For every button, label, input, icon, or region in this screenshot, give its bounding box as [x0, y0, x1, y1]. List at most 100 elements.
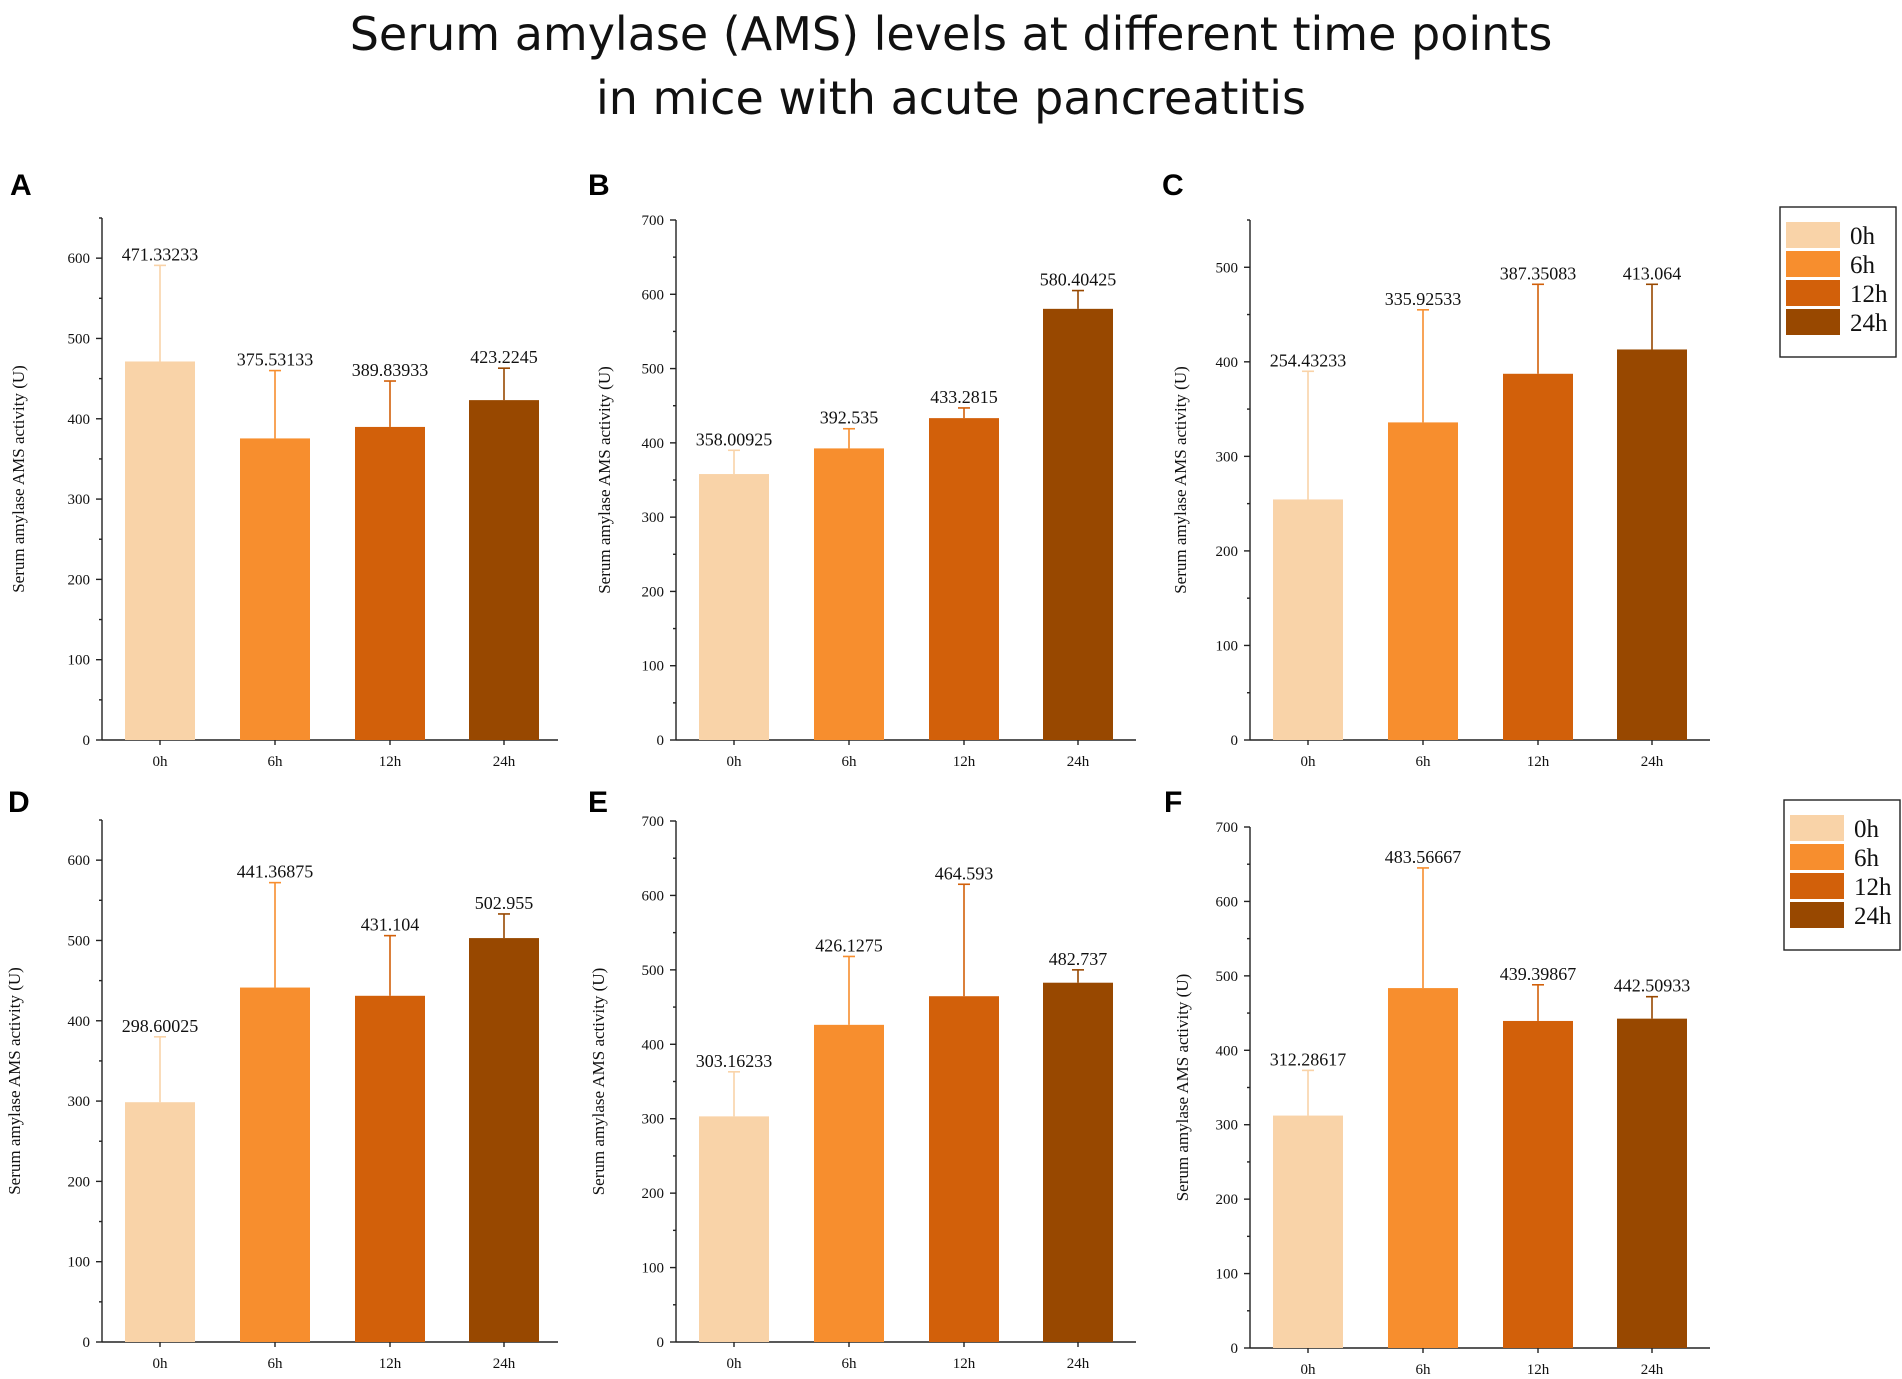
y-tick-label: 600	[642, 888, 665, 904]
value-label-6h: 426.1275	[815, 935, 883, 955]
value-label-6h: 441.36875	[237, 862, 314, 882]
y-tick-label: 100	[68, 653, 91, 669]
panel-label-F: F	[1164, 786, 1182, 819]
x-tick-label-12h: 12h	[379, 1356, 402, 1372]
x-tick-label-6h: 6h	[268, 754, 284, 770]
legend-label-0h: 0h	[1850, 223, 1876, 250]
legend-swatch-24h	[1786, 309, 1840, 335]
y-tick-label: 100	[642, 1261, 665, 1277]
panel-label-E: E	[588, 786, 608, 819]
panel-D: D 0 100 200 300 400 500 600 Serum amylase AMS ac…	[5, 786, 558, 1372]
y-tick-label: 500	[68, 331, 91, 347]
y-tick-label: 400	[1216, 1043, 1239, 1059]
x-tick-label-6h: 6h	[1416, 754, 1432, 770]
value-label-24h: 580.40425	[1040, 270, 1117, 290]
bar-6h	[1388, 422, 1458, 740]
x-tick-label-24h: 24h	[493, 1356, 516, 1372]
y-tick-label: 300	[1216, 449, 1239, 465]
y-tick-label: 500	[1216, 969, 1239, 985]
value-label-0h: 303.16233	[696, 1051, 773, 1071]
y-tick-label: 200	[642, 584, 665, 600]
y-tick-label: 300	[642, 510, 665, 526]
panel-E: E 0 100 200 300 400 500 600 700 Serum amylase AMS…	[588, 786, 1136, 1372]
y-tick-label: 200	[642, 1186, 665, 1202]
y-tick-label: 0	[83, 1335, 91, 1351]
x-tick-label-0h: 0h	[727, 1356, 743, 1372]
y-axis-label: Serum amylase AMS activity (U)	[1173, 974, 1192, 1202]
y-tick-label: 300	[68, 1094, 91, 1110]
y-tick-label: 300	[68, 492, 91, 508]
legend-label-0h: 0h	[1854, 816, 1880, 843]
bar-12h	[1503, 1020, 1573, 1348]
bar-6h	[240, 438, 310, 740]
legend-label-24h: 24h	[1854, 903, 1892, 930]
y-tick-label: 500	[68, 933, 91, 949]
x-tick-label-12h: 12h	[953, 754, 976, 770]
bar-0h	[1273, 499, 1343, 740]
y-tick-label: 400	[642, 1037, 665, 1053]
legend-swatch-12h	[1786, 280, 1840, 306]
y-tick-label: 700	[1216, 820, 1239, 836]
bar-24h	[1617, 1018, 1687, 1348]
y-tick-label: 500	[642, 963, 665, 979]
legend-label-24h: 24h	[1850, 310, 1888, 337]
y-axis-label: Serum amylase AMS activity (U)	[5, 967, 24, 1195]
value-label-24h: 413.064	[1623, 263, 1682, 283]
value-label-0h: 298.60025	[122, 1016, 199, 1036]
figure-title-line-1: Serum amylase (AMS) levels at different …	[349, 7, 1553, 61]
value-label-0h: 358.00925	[696, 429, 773, 449]
bar-6h	[1388, 988, 1458, 1348]
y-tick-label: 300	[1216, 1118, 1239, 1134]
y-tick-label: 400	[68, 1014, 91, 1030]
bar-24h	[1617, 349, 1687, 740]
legend-label-6h: 6h	[1850, 252, 1876, 279]
y-tick-label: 0	[1231, 733, 1239, 749]
y-tick-label: 0	[83, 733, 91, 749]
y-tick-label: 600	[68, 853, 91, 869]
panel-A: A 0 100 200 300 400 500 600 Serum amylase AMS ac…	[9, 169, 558, 770]
bar-12h	[1503, 373, 1573, 740]
y-axis-label: Serum amylase AMS activity (U)	[9, 365, 28, 593]
y-tick-label: 200	[1216, 1192, 1239, 1208]
y-tick-label: 0	[657, 733, 665, 749]
value-label-12h: 439.39867	[1500, 964, 1577, 984]
panel-label-D: D	[8, 786, 30, 819]
legend-swatch-6h	[1786, 251, 1840, 277]
y-tick-label: 0	[657, 1335, 665, 1351]
value-label-6h: 335.92533	[1385, 289, 1462, 309]
y-tick-label: 400	[1216, 355, 1239, 371]
value-label-0h: 254.43233	[1270, 350, 1347, 370]
y-tick-label: 100	[68, 1255, 91, 1271]
legend-label-12h: 12h	[1850, 281, 1888, 308]
figure-title-line-2: in mice with acute pancreatitis	[596, 71, 1306, 125]
y-tick-label: 100	[1216, 1267, 1239, 1283]
value-label-24h: 442.50933	[1614, 976, 1691, 996]
bar-0h	[1273, 1115, 1343, 1348]
x-tick-label-0h: 0h	[1301, 754, 1317, 770]
y-tick-label: 600	[1216, 894, 1239, 910]
y-tick-label: 700	[642, 814, 665, 830]
y-tick-label: 500	[642, 362, 665, 378]
value-label-6h: 392.535	[820, 408, 879, 428]
legend-swatch-6h	[1790, 844, 1844, 870]
panel-B: B 0 100 200 300 400 500 600 700 Serum amylase AMS…	[588, 169, 1136, 770]
y-tick-label: 200	[68, 1174, 91, 1190]
x-tick-label-24h: 24h	[1067, 1356, 1090, 1372]
x-tick-label-6h: 6h	[1416, 1362, 1432, 1378]
value-label-6h: 375.53133	[237, 350, 314, 370]
bar-6h	[814, 448, 884, 740]
panel-label-C: C	[1162, 169, 1184, 202]
x-tick-label-6h: 6h	[842, 1356, 858, 1372]
x-tick-label-24h: 24h	[1067, 754, 1090, 770]
bar-0h	[699, 474, 769, 740]
bar-0h	[699, 1116, 769, 1342]
x-tick-label-24h: 24h	[1641, 1362, 1664, 1378]
value-label-12h: 387.35083	[1500, 263, 1577, 283]
bar-12h	[929, 996, 999, 1342]
bar-24h	[469, 938, 539, 1342]
y-tick-label: 100	[1216, 638, 1239, 654]
x-tick-label-0h: 0h	[727, 754, 743, 770]
